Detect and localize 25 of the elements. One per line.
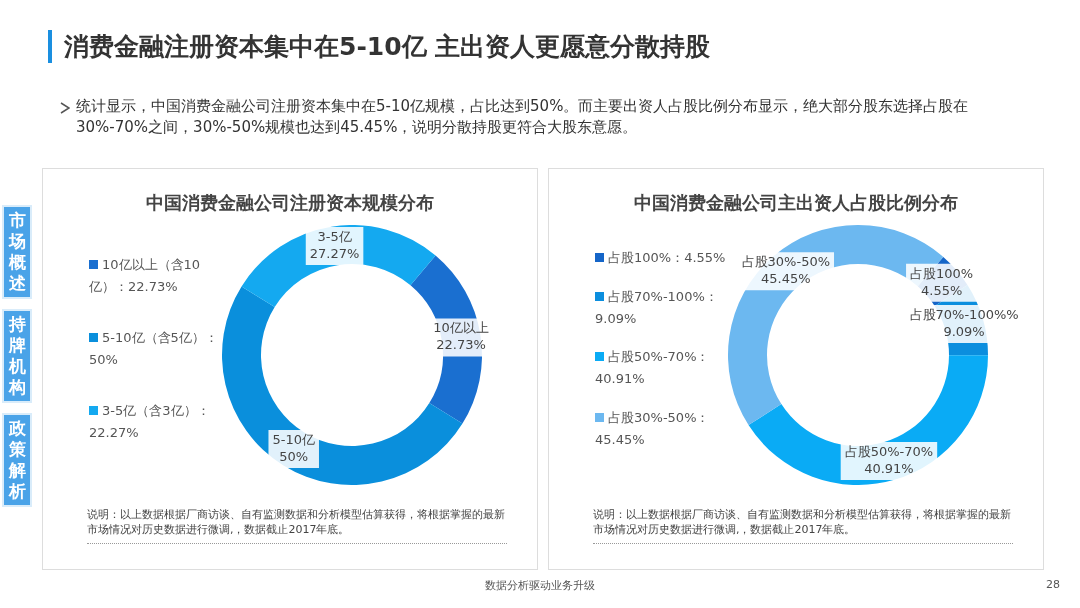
text: 说明：以上数据根据厂商访谈、自有监测数据和分析模型估算获得，将根据掌握的最新市场情况对历史数据进行微调,，数据截止2017年底。 [593, 507, 1013, 544]
text: 28 [1046, 578, 1060, 591]
text: 市场概述 [7, 210, 27, 294]
legend-label: 占股50%-70%：40.91% [595, 349, 710, 387]
legend-label: 5-10亿（含5亿）：50% [89, 329, 218, 367]
chart-title: 中国消费金融公司注册资本规模分布 [145, 191, 435, 215]
data-label: 3-5亿 27.27% [309, 228, 360, 261]
text: 消费金融注册资本集中在5-10亿 主出资人更愿意分散持股 [48, 30, 711, 63]
data-label: 占股50%-70% 40.91% [844, 443, 934, 476]
text: 统计显示，中国消费金融公司注册资本集中在5-10亿规模，占比达到50%。而主要出资人占股比例分布显示，绝大部分股东选择占股在30%-70%之间，30%-50%规模也达到45.45%，说明分散持股更符合大股东意愿。 [76, 96, 970, 138]
legend-label: 10亿以上（含10亿）：22.73% [89, 256, 201, 294]
data-label: 占股100% 4.55% [910, 265, 974, 298]
legend-label: 3-5亿（含3亿）：22.27% [89, 403, 210, 441]
chart-title: 中国消费金融公司主出资人占股比例分布 [633, 191, 959, 215]
legend-label: 占股30%-50%：45.45% [595, 409, 710, 447]
data-label: 占股30%-50% 45.45% [741, 254, 831, 287]
text: 数据分析驱动业务升级 [485, 579, 595, 592]
data-label: 5-10亿 50% [272, 431, 315, 464]
text: 政策解析 [7, 418, 27, 502]
data-label: 10亿以上 22.73% [433, 320, 489, 353]
data-label: 占股70%-100%% 9.09% [909, 306, 1019, 339]
legend-label: 占股100%：4.55% [608, 250, 726, 266]
text: 说明：以上数据根据厂商访谈、自有监测数据和分析模型估算获得，将根据掌握的最新市场情况对历史数据进行微调,，数据截止2017年底。 [87, 507, 507, 544]
text: 持牌机构 [7, 314, 27, 398]
legend-label: 占股70%-100%：9.09% [595, 288, 718, 326]
